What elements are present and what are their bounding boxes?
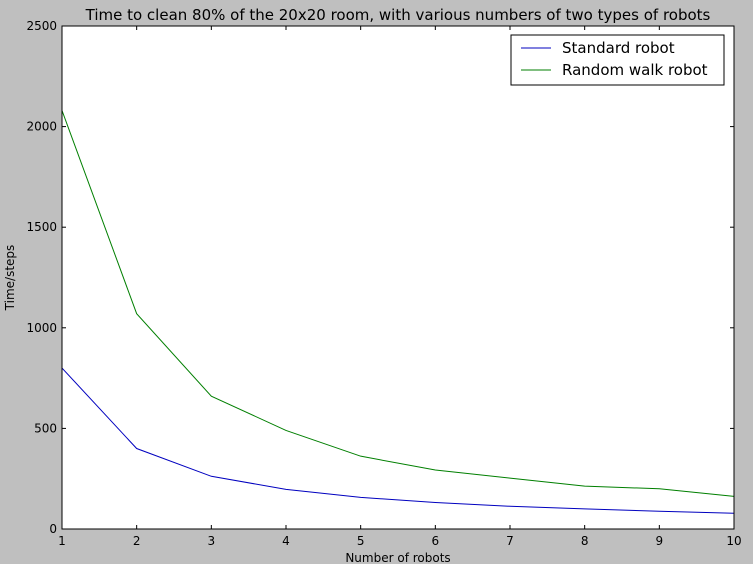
series-layer: [61, 110, 735, 514]
ticks-layer: 1 2 3 4 5 6 7 8 9 10 0 500 1000 1500 2000 2500: [26, 19, 741, 548]
y-tick-label: 0: [49, 522, 57, 536]
x-tick-label: 9: [656, 534, 664, 548]
x-tick-label: 10: [726, 534, 741, 548]
y-tick-label: 2000: [26, 120, 57, 134]
legend-label-random-walk-robot: Random walk robot: [562, 61, 708, 79]
x-tick-label: 2: [133, 534, 141, 548]
x-axis-label: Number of robots: [345, 551, 450, 564]
y-tick-label: 500: [34, 421, 57, 435]
y-tick-label: 1000: [26, 321, 57, 335]
x-tick-label: 4: [282, 534, 290, 548]
x-tick-label: 3: [208, 534, 216, 548]
x-tick-label: 7: [506, 534, 514, 548]
x-tick-label: 6: [432, 534, 440, 548]
series-line-0: [61, 367, 735, 514]
legend-label-standard-robot: Standard robot: [562, 39, 675, 57]
plot-frame: [61, 25, 735, 530]
series-line-1: [61, 110, 735, 497]
x-tick-label: 8: [581, 534, 589, 548]
chart-title: Time to clean 80% of the 20x20 room, wit…: [85, 6, 711, 24]
legend-box: [510, 34, 725, 86]
x-tick-label: 1: [58, 534, 66, 548]
legend: Standard robot Random walk robot: [510, 34, 725, 86]
y-tick-label: 1500: [26, 220, 57, 234]
x-tick-label: 5: [357, 534, 365, 548]
y-axis-label: Time/steps: [3, 245, 17, 312]
plot-area: [62, 26, 734, 529]
y-tick-label: 2500: [26, 19, 57, 33]
